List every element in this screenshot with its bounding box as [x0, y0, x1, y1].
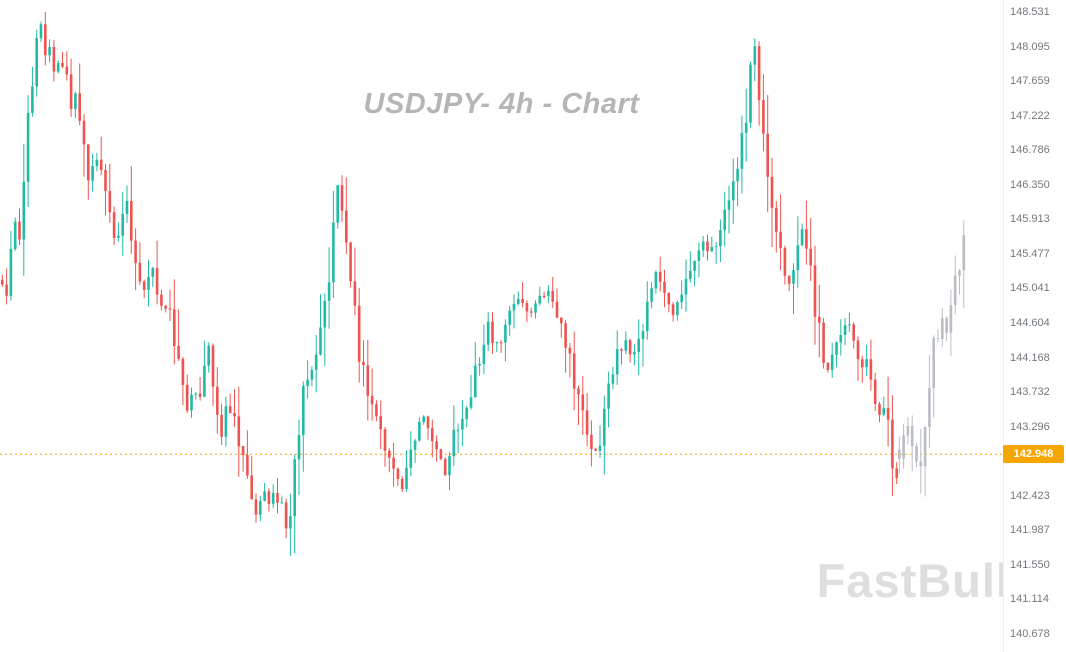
y-axis-tick-label: 141.987 — [1010, 524, 1050, 537]
y-axis-tick-label: 145.913 — [1010, 213, 1050, 226]
y-axis-tick-label: 146.350 — [1010, 178, 1050, 191]
y-axis-tick-label: 147.659 — [1010, 75, 1050, 88]
y-axis-tick-label: 143.296 — [1010, 420, 1050, 433]
y-axis-tick-label: 146.786 — [1010, 144, 1050, 157]
y-axis-tick-label: 145.041 — [1010, 282, 1050, 295]
y-axis-tick-label: 143.732 — [1010, 386, 1050, 399]
y-axis-tick-label: 142.423 — [1010, 489, 1050, 502]
y-axis-tick-label: 145.477 — [1010, 247, 1050, 260]
y-axis-tick-label: 144.604 — [1010, 317, 1050, 330]
y-axis-tick-label: 147.222 — [1010, 109, 1050, 122]
y-axis-tick-label: 140.678 — [1010, 628, 1050, 640]
candlestick-chart[interactable] — [0, 0, 1003, 652]
y-axis-tick-label: 148.095 — [1010, 40, 1050, 53]
price-axis[interactable]: 148.531 148.095 147.659 147.222 146.786 146.3… — [1003, 0, 1066, 652]
y-axis-tick-label: 141.114 — [1010, 593, 1049, 606]
y-axis-tick-label: 141.550 — [1010, 558, 1050, 571]
y-axis-tick-label: 144.168 — [1010, 351, 1050, 364]
current-price-label: 142.948 — [1003, 445, 1064, 464]
y-axis-tick-label: 148.531 — [1010, 6, 1050, 18]
